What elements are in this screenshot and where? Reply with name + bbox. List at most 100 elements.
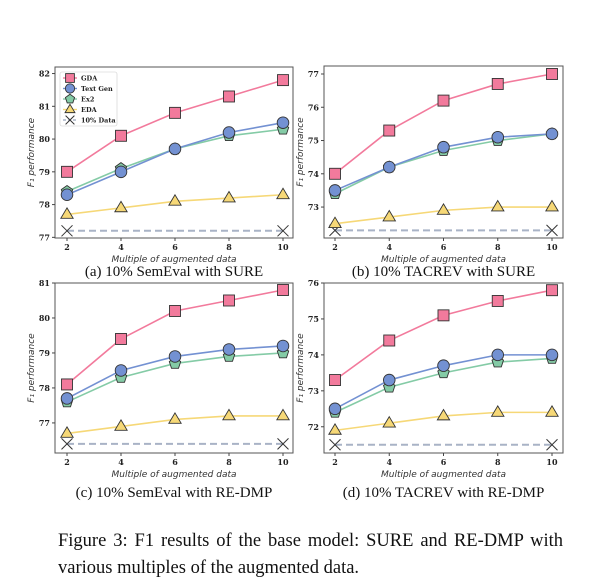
y-tick-label: 73: [308, 386, 320, 396]
y-axis-label: F₁ performance: [27, 117, 37, 187]
x-tick-label: 6: [441, 242, 447, 252]
x-tick-label: 2: [64, 457, 70, 467]
subcaption: (c) 10% SemEval with RE-DMP: [76, 485, 273, 501]
series-10-data: [329, 224, 558, 237]
series-gda: [329, 284, 558, 386]
x-tick-label: 4: [386, 457, 392, 467]
data-point: [545, 405, 559, 417]
data-point: [328, 184, 342, 197]
data-point: [490, 199, 505, 212]
plot-frame: [54, 282, 294, 454]
y-tick-label: 74: [308, 350, 320, 360]
data-point: [383, 124, 396, 137]
x-tick-label: 10: [546, 242, 558, 252]
data-point: [546, 284, 558, 297]
series-line: [334, 73, 553, 175]
series-gda: [61, 74, 289, 178]
data-point: [222, 343, 236, 356]
data-point: [277, 438, 289, 450]
y-tick-label: 80: [39, 313, 51, 323]
y-tick-label: 81: [39, 278, 50, 288]
data-point: [168, 412, 182, 424]
x-axis-label: Multiple of augmented data: [112, 255, 237, 265]
y-tick-label: 76: [308, 278, 320, 288]
x-tick-label: 10: [546, 457, 558, 467]
data-point: [436, 408, 451, 421]
series-text-gen: [328, 348, 559, 416]
subcaption: (d) 10% TACREV with RE-DMP: [343, 485, 545, 501]
series-10-data: [329, 438, 558, 451]
data-point: [168, 142, 182, 156]
x-tick-label: 2: [332, 457, 338, 467]
data-point: [437, 309, 450, 322]
series-text-gen: [60, 116, 290, 202]
data-point: [168, 193, 182, 206]
series-10-data: [61, 438, 289, 450]
y-tick-label: 80: [39, 134, 51, 144]
data-point: [223, 90, 235, 103]
legend: GDA Text Gen Ex2 EDA 10% Data: [59, 71, 118, 127]
series-text-gen: [328, 127, 559, 197]
legend-label: EDA: [81, 106, 98, 114]
x-tick-label: 4: [118, 457, 124, 467]
series-line: [66, 128, 284, 193]
data-point: [545, 348, 559, 362]
data-point: [329, 374, 341, 386]
data-point: [437, 359, 450, 372]
y-axis-label: F₁ performance: [296, 117, 306, 187]
data-point: [115, 129, 127, 142]
y-tick-label: 74: [308, 169, 320, 179]
series-line: [66, 289, 284, 386]
x-axis-label: Multiple of augmented data: [112, 470, 237, 480]
x-axis-label: Multiple of augmented data: [381, 255, 506, 265]
data-point: [277, 224, 289, 237]
legend-marker: [64, 93, 76, 104]
data-point: [491, 348, 505, 362]
y-tick-label: 77: [39, 232, 50, 242]
legend-marker: [65, 73, 75, 83]
data-point: [436, 203, 451, 215]
y-tick-label: 76: [308, 102, 320, 112]
y-axis-label: F₁ performance: [296, 333, 306, 403]
x-tick-label: 6: [441, 457, 447, 467]
x-tick-label: 8: [495, 242, 501, 252]
data-point: [115, 333, 127, 345]
legend-marker: [64, 103, 76, 114]
data-point: [60, 207, 74, 219]
data-point: [545, 199, 559, 212]
y-tick-label: 77: [39, 418, 50, 428]
legend-label: Ex2: [81, 95, 94, 103]
data-point: [328, 216, 342, 229]
y-tick-label: 82: [39, 69, 50, 79]
data-point: [491, 295, 504, 307]
x-tick-label: 2: [64, 242, 70, 252]
data-point: [169, 305, 181, 317]
data-point: [382, 415, 397, 428]
figure-caption: Figure 3: F1 results of the base model: …: [58, 531, 563, 578]
subcaption: (b) 10% TACREV with SURE: [352, 264, 535, 280]
data-point: [437, 94, 450, 107]
data-point: [222, 408, 236, 421]
data-point: [383, 373, 396, 387]
x-tick-label: 6: [172, 457, 178, 467]
data-point: [114, 165, 128, 179]
data-point: [168, 350, 182, 363]
data-point: [491, 78, 504, 90]
series-10-data: [61, 224, 289, 237]
subcaption: (a) 10% SemEval with SURE: [85, 264, 263, 280]
data-point: [114, 200, 128, 213]
legend-label: GDA: [81, 74, 98, 82]
y-tick-label: 78: [39, 200, 51, 210]
data-point: [60, 426, 74, 438]
legend-item: Ex2: [63, 93, 94, 104]
series-ex2: [60, 122, 290, 197]
legend-item: GDA: [63, 73, 98, 83]
x-tick-label: 10: [277, 457, 289, 467]
data-point: [276, 339, 290, 353]
data-point: [61, 165, 73, 178]
data-point: [61, 224, 73, 237]
data-point: [223, 294, 235, 307]
x-tick-label: 2: [332, 242, 338, 252]
data-point: [61, 438, 73, 450]
data-point: [169, 106, 181, 119]
